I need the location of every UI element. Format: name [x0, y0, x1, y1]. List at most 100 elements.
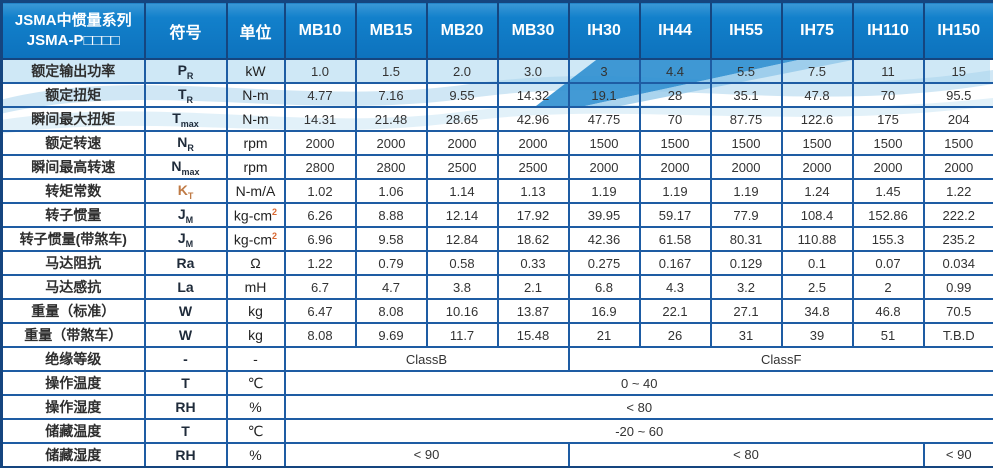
spec-value-cell: 51: [851, 322, 925, 348]
row-unit: kg: [225, 298, 286, 324]
spec-value-cell: 1500: [567, 130, 641, 156]
row-symbol: W: [143, 322, 228, 348]
spec-value-cell: 21: [567, 322, 641, 348]
model-column-header: IH110: [851, 0, 925, 60]
spec-value-cell: 22.1: [638, 298, 712, 324]
spec-value-cell: 21.48: [354, 106, 428, 132]
spec-value-cell: 9.58: [354, 226, 428, 252]
spec-value-cell: 42.36: [567, 226, 641, 252]
spec-value-cell: 70: [851, 82, 925, 108]
spec-value-cell: 0.167: [638, 250, 712, 276]
spec-value-cell: 0.275: [567, 250, 641, 276]
row-symbol: TR: [143, 82, 228, 108]
spec-value-cell: 0.1: [780, 250, 854, 276]
spec-value-cell: 2000: [283, 130, 357, 156]
spec-value-cell: 6.26: [283, 202, 357, 228]
spec-value-cell: 2.1: [496, 274, 570, 300]
spec-value-cell: 70: [638, 106, 712, 132]
spec-value-cell: 1.06: [354, 178, 428, 204]
row-symbol: RH: [143, 394, 228, 420]
row-unit: kg-cm2: [225, 226, 286, 252]
spec-value-cell: 18.62: [496, 226, 570, 252]
row-symbol: PR: [143, 58, 228, 84]
row-symbol: W: [143, 298, 228, 324]
spec-value-cell: 1.22: [922, 178, 993, 204]
spec-table-header: JSMA中惯量系列 JSMA-P□□□□ 符号 单位 MB10 MB15 MB2…: [0, 0, 993, 60]
spec-value-cell: 12.84: [425, 226, 499, 252]
spec-value-cell: 15: [922, 58, 993, 84]
spec-value-cell: < 80: [567, 442, 925, 468]
spec-value-cell: 3.2: [709, 274, 783, 300]
row-label: 额定输出功率: [0, 58, 146, 84]
spec-value-cell: 204: [922, 106, 993, 132]
spec-value-cell: 0.33: [496, 250, 570, 276]
series-title-line1: JSMA中惯量系列: [14, 12, 132, 29]
spec-value-cell: 1.13: [496, 178, 570, 204]
model-column-header: MB30: [496, 0, 570, 60]
row-unit: N-m: [225, 106, 286, 132]
row-label: 额定扭矩: [0, 82, 146, 108]
spec-value-cell: 6.7: [283, 274, 357, 300]
spec-value-cell: 34.8: [780, 298, 854, 324]
row-unit: Ω: [225, 250, 286, 276]
spec-value-cell: < 90: [283, 442, 570, 468]
model-column-header: IH55: [709, 0, 783, 60]
row-unit: kW: [225, 58, 286, 84]
spec-value-cell: 11: [851, 58, 925, 84]
row-symbol: Tmax: [143, 106, 228, 132]
spec-value-cell: 2: [851, 274, 925, 300]
spec-value-cell: 4.3: [638, 274, 712, 300]
spec-value-cell: 2.0: [425, 58, 499, 84]
spec-value-cell: 26: [638, 322, 712, 348]
spec-value-cell: 2000: [922, 154, 993, 180]
model-column-header: IH150: [922, 0, 993, 60]
row-symbol: JM: [143, 226, 228, 252]
series-title-line2: JSMA-P□□□□: [26, 31, 120, 49]
spec-value-cell: 16.9: [567, 298, 641, 324]
spec-value-cell: 27.1: [709, 298, 783, 324]
spec-value-cell: 6.8: [567, 274, 641, 300]
row-label: 操作湿度: [0, 394, 146, 420]
row-unit: -: [225, 346, 286, 372]
spec-value-cell: 222.2: [922, 202, 993, 228]
spec-value-cell: 7.16: [354, 82, 428, 108]
row-symbol: NR: [143, 130, 228, 156]
row-unit: rpm: [225, 154, 286, 180]
spec-value-cell: < 80: [283, 394, 993, 420]
row-unit: N-m/A: [225, 178, 286, 204]
row-label: 额定转速: [0, 130, 146, 156]
row-label: 转子惯量(带煞车): [0, 226, 146, 252]
spec-value-cell: 1.19: [638, 178, 712, 204]
spec-value-cell: 4.7: [354, 274, 428, 300]
row-label: 重量（标准）: [0, 298, 146, 324]
spec-value-cell: 2000: [354, 130, 428, 156]
row-label: 马达感抗: [0, 274, 146, 300]
row-label: 绝缘等级: [0, 346, 146, 372]
spec-value-cell: 0 ~ 40: [283, 370, 993, 396]
spec-value-cell: 31: [709, 322, 783, 348]
row-symbol: Ra: [143, 250, 228, 276]
spec-value-cell: 14.32: [496, 82, 570, 108]
row-label: 操作温度: [0, 370, 146, 396]
row-label: 重量（带煞车）: [0, 322, 146, 348]
table-row: 操作湿度 RH% < 80: [0, 394, 993, 420]
spec-value-cell: 10.16: [425, 298, 499, 324]
spec-value-cell: 7.5: [780, 58, 854, 84]
table-row: 瞬间最大扭矩 Tmax N-m 14.31 21.48 28.65 42.96 47.75 70…: [0, 106, 993, 132]
spec-value-cell: 1.19: [567, 178, 641, 204]
header-row: JSMA中惯量系列 JSMA-P□□□□ 符号 单位 MB10 MB15 MB2…: [0, 0, 993, 60]
unit-column-header: 单位: [225, 0, 286, 60]
table-row: 马达感抗 La mH 6.7 4.7 3.8 2.1 6.8 4.3 3.2 2.5 2 0.99: [0, 274, 993, 300]
spec-value-cell: 46.8: [851, 298, 925, 324]
table-row: 额定转速 NR rpm 2000 2000 2000 2000 1500 1500 1500 150…: [0, 130, 993, 156]
spec-value-cell: 59.17: [638, 202, 712, 228]
spec-value-cell: 87.75: [709, 106, 783, 132]
row-unit: %: [225, 394, 286, 420]
spec-value-cell: 1500: [638, 130, 712, 156]
spec-value-cell: 1500: [709, 130, 783, 156]
spec-value-cell: 80.31: [709, 226, 783, 252]
spec-value-cell: 2000: [851, 154, 925, 180]
